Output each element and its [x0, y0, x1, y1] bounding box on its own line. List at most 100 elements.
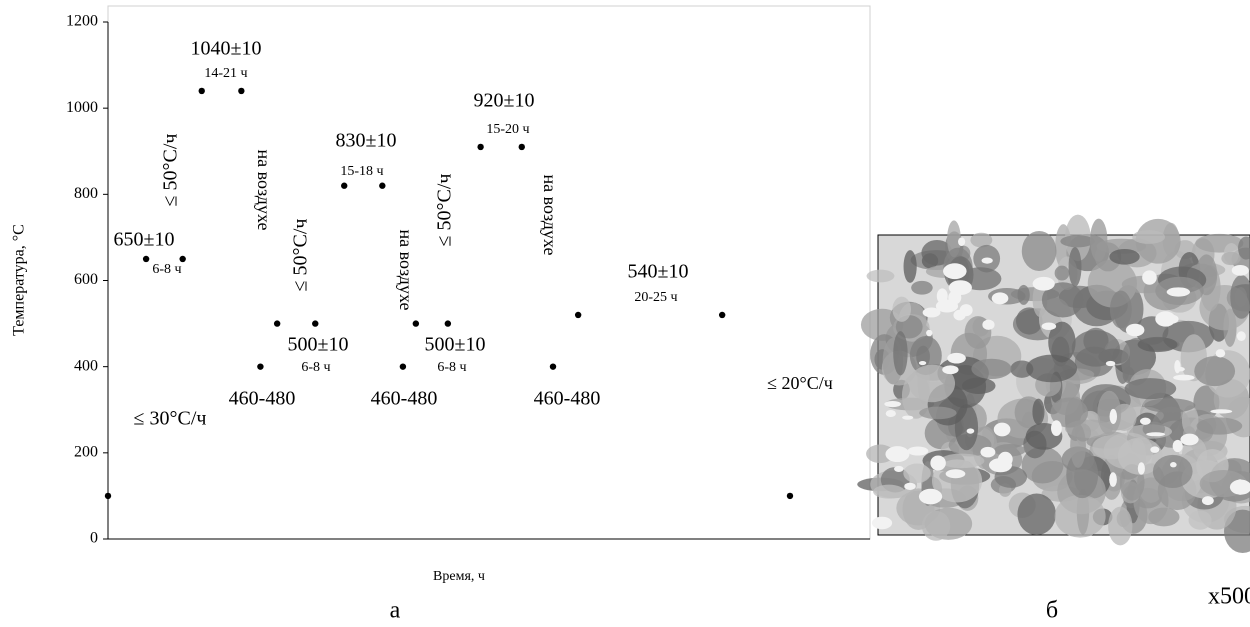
annotation: 460-480	[371, 388, 438, 410]
magnification: х500	[1208, 584, 1250, 610]
pore	[1109, 472, 1117, 487]
grain	[919, 407, 956, 420]
pore	[1126, 324, 1145, 337]
pore	[1232, 265, 1249, 276]
point	[379, 183, 385, 189]
grain	[1017, 285, 1029, 305]
pore	[1146, 432, 1165, 436]
grain	[971, 359, 1011, 379]
micrograph	[857, 215, 1250, 553]
grain	[893, 331, 907, 375]
grain	[1090, 219, 1107, 262]
grain	[922, 511, 950, 541]
pore	[1235, 479, 1244, 495]
grain	[1132, 230, 1165, 244]
point	[199, 88, 205, 94]
point	[105, 493, 111, 499]
pore	[884, 401, 901, 407]
y-axis-label: Температура, °C	[11, 224, 28, 336]
pore	[949, 280, 972, 295]
point	[787, 493, 793, 499]
grain	[1055, 266, 1070, 281]
pore	[872, 517, 892, 530]
pore	[982, 320, 994, 330]
pore	[942, 365, 958, 374]
grain	[1163, 223, 1180, 257]
annotation: 6-8 ч	[437, 360, 466, 375]
y-tick-label: 600	[74, 271, 98, 288]
grain	[903, 464, 930, 483]
point	[312, 320, 318, 326]
grain	[1026, 355, 1077, 383]
pore	[989, 458, 1012, 472]
panel-label: а	[390, 598, 401, 624]
pore	[904, 483, 915, 490]
point	[341, 183, 347, 189]
pore	[1150, 446, 1159, 453]
grain	[1060, 235, 1094, 247]
grain	[911, 281, 933, 295]
pore	[1173, 375, 1194, 381]
grain	[1194, 356, 1235, 386]
panel-label: б	[1046, 598, 1058, 624]
y-tick-label: 1200	[66, 13, 98, 30]
figure: Температура, °C Время, ч а б х500 020040…	[0, 0, 1250, 627]
annotation: 460-480	[229, 388, 296, 410]
grain	[1221, 252, 1240, 265]
pore	[1180, 434, 1198, 446]
annotation: 500±10	[288, 334, 349, 356]
annotation: 6-8 ч	[301, 360, 330, 375]
grain	[867, 270, 895, 283]
annotation: 920±10	[474, 90, 535, 112]
grain	[1110, 290, 1132, 328]
pore	[1110, 409, 1117, 424]
annotation: на воздухе	[254, 150, 274, 231]
pore	[980, 447, 995, 458]
pore	[946, 469, 966, 478]
grain	[1117, 510, 1131, 527]
annotation: 540±10	[628, 261, 689, 283]
grain	[1144, 398, 1195, 412]
annotation: ≤ 50°C/ч	[434, 174, 456, 247]
annotation: 20-25 ч	[634, 290, 677, 305]
pore	[908, 446, 929, 455]
y-tick-label: 0	[90, 530, 98, 547]
annotation: 14-21 ч	[204, 66, 247, 81]
pore	[1033, 277, 1055, 291]
pore	[923, 308, 941, 318]
point	[719, 312, 725, 318]
grain	[1109, 249, 1139, 265]
point	[550, 363, 556, 369]
grain	[1125, 378, 1177, 399]
annotation: 15-20 ч	[486, 122, 529, 137]
y-tick-label: 400	[74, 357, 98, 374]
pore	[1170, 462, 1177, 467]
pore	[930, 455, 946, 470]
pore	[994, 423, 1011, 437]
pore	[958, 237, 965, 246]
pore	[1042, 322, 1057, 330]
point	[179, 256, 185, 262]
pore	[982, 257, 993, 263]
annotation: 500±10	[425, 334, 486, 356]
grain	[1070, 424, 1086, 468]
point	[575, 312, 581, 318]
plot-frame	[108, 6, 870, 539]
annotation: 460-480	[534, 388, 601, 410]
pore	[943, 263, 967, 279]
annotation: ≤ 20°C/ч	[767, 373, 833, 393]
point	[400, 363, 406, 369]
pore	[1138, 462, 1145, 474]
annotation: на воздухе	[396, 230, 416, 311]
pore	[926, 330, 932, 337]
grain	[1196, 417, 1242, 434]
grain	[1153, 455, 1193, 488]
annotation: ≤ 30°C/ч	[134, 408, 207, 430]
pore	[1237, 331, 1246, 341]
y-tick-label: 200	[74, 444, 98, 461]
point	[477, 144, 483, 150]
pore	[919, 489, 942, 505]
pore	[902, 416, 913, 420]
pore	[894, 466, 904, 472]
grain	[1189, 511, 1212, 530]
